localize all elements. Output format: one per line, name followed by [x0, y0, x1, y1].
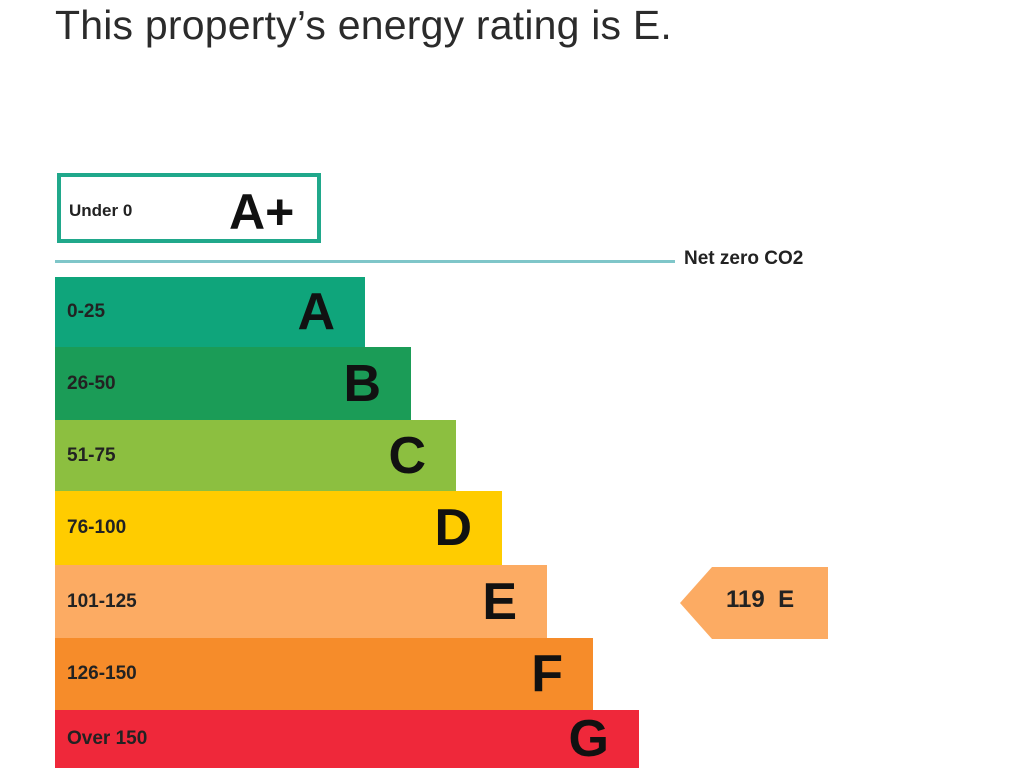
band-a-letter: A [297, 283, 335, 341]
band-f-range: 126-150 [67, 663, 137, 684]
net-zero-label: Net zero CO2 [684, 248, 804, 269]
band-a-plus-letter: A+ [229, 184, 295, 240]
band-c-letter: C [388, 426, 426, 485]
current-rating-arrow [680, 567, 828, 639]
band-b-letter: B [343, 354, 381, 413]
band-d: 76-100 D [55, 491, 502, 565]
current-rating-value: 119 [726, 586, 765, 613]
band-f: 126-150 F [55, 638, 593, 710]
band-b: 26-50 B [55, 347, 411, 420]
band-c: 51-75 C [55, 420, 456, 491]
band-c-range: 51-75 [67, 444, 116, 466]
current-rating-label: 119 E [726, 586, 794, 614]
current-rating-letter: E [778, 586, 795, 613]
band-a-plus: Under 0 A+ [57, 173, 321, 243]
band-g-letter: G [568, 710, 609, 768]
band-f-letter: F [531, 645, 563, 703]
band-d-letter: D [434, 499, 472, 557]
band-e-letter: E [482, 572, 517, 631]
page-title: This property’s energy rating is E. [55, 2, 672, 48]
band-a-plus-range: Under 0 [69, 201, 133, 220]
band-g-range: Over 150 [67, 728, 148, 749]
net-zero-line [55, 260, 675, 263]
band-e-range: 101-125 [67, 590, 137, 612]
current-rating-marker: 119 E [680, 567, 828, 644]
band-b-range: 26-50 [67, 372, 116, 394]
band-d-range: 76-100 [67, 517, 127, 538]
band-a: 0-25 A [55, 277, 365, 347]
band-g: Over 150 G [55, 710, 639, 768]
band-e: 101-125 E [55, 565, 547, 638]
band-a-range: 0-25 [67, 301, 106, 322]
